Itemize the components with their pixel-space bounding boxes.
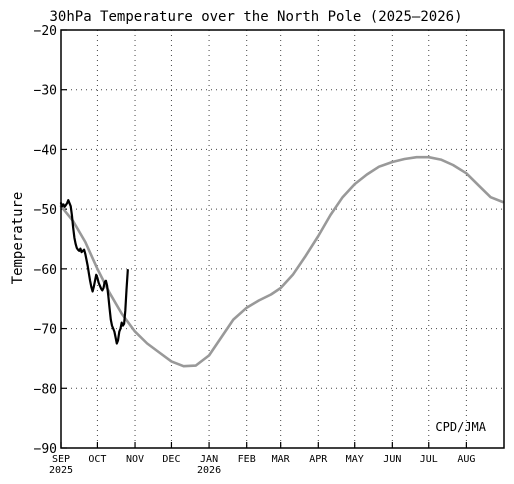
y-tick-label: −20 bbox=[34, 24, 57, 39]
x-tick-label: DEC bbox=[162, 454, 180, 465]
x-tick-label: JUL bbox=[420, 454, 438, 465]
x-tick-label: SEP bbox=[52, 454, 70, 465]
y-tick-label: −70 bbox=[34, 323, 57, 338]
climatology-line bbox=[59, 155, 505, 368]
credit-annotation: CPD/JMA bbox=[435, 420, 486, 434]
y-tick-label: −90 bbox=[34, 442, 57, 457]
plot-frame bbox=[60, 29, 505, 449]
y-axis-ticks: −90 −80 −70 −60 −50 −40 −30 −20 bbox=[34, 24, 67, 457]
x-tick-label: FEB bbox=[238, 454, 256, 465]
x-tick-label: OCT bbox=[88, 454, 106, 465]
y-tick-label: −80 bbox=[34, 382, 57, 397]
x-tick-year-label: 2026 bbox=[197, 465, 221, 476]
x-tick-year-label: 2025 bbox=[49, 465, 73, 476]
y-tick-label: −50 bbox=[34, 203, 57, 218]
x-tick-label: MAR bbox=[272, 454, 291, 465]
x-tick-label: AUG bbox=[457, 454, 475, 465]
x-tick-label: JAN bbox=[200, 454, 218, 465]
series-lines bbox=[59, 155, 505, 368]
x-tick-label: MAY bbox=[346, 454, 364, 465]
y-tick-label: −40 bbox=[34, 143, 57, 158]
x-tick-label: JUN bbox=[383, 454, 401, 465]
y-tick-label: −60 bbox=[34, 263, 57, 278]
x-tick-label: APR bbox=[309, 454, 328, 465]
y-tick-label: −30 bbox=[34, 84, 57, 99]
chart-title: 30hPa Temperature over the North Pole (2… bbox=[49, 9, 462, 25]
gridlines bbox=[61, 30, 504, 448]
y-axis-label: Temperature bbox=[10, 192, 26, 285]
x-tick-label: NOV bbox=[126, 454, 144, 465]
observed-temperature-line bbox=[59, 199, 129, 345]
